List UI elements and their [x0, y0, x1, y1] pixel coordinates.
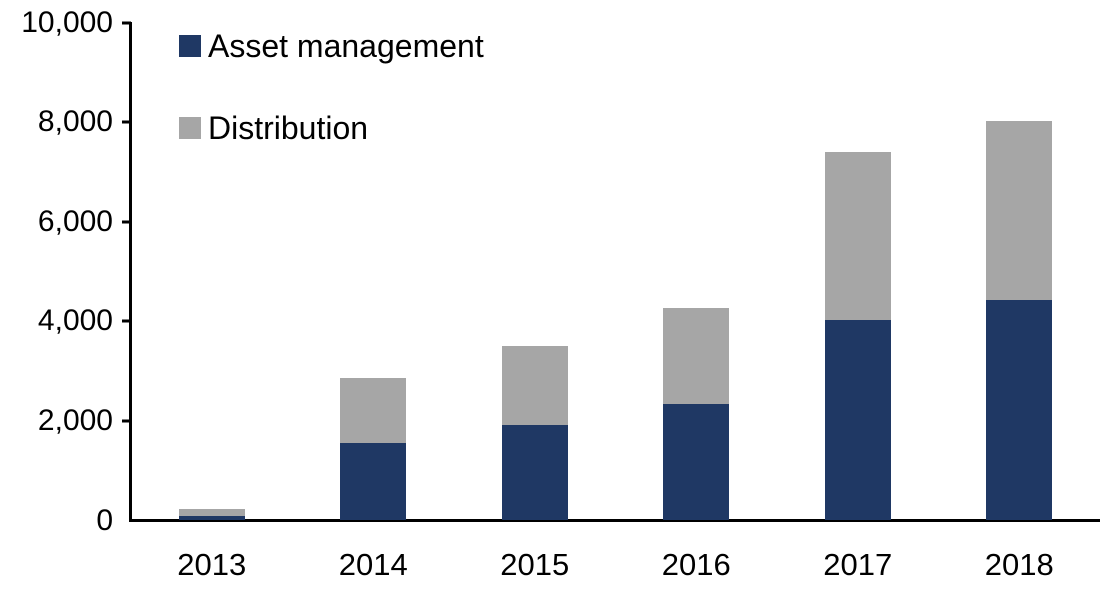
bar-2017-distribution [824, 151, 891, 320]
y-tick-mark [122, 419, 131, 423]
y-tick-mark [122, 120, 131, 124]
y-tick-mark [122, 319, 131, 323]
asset-management-swatch-icon [179, 35, 201, 57]
y-tick-label: 10,000 [21, 5, 113, 39]
bar-2014-distribution [340, 377, 407, 443]
legend-label: Asset management [208, 28, 484, 64]
y-axis-line [129, 22, 132, 521]
bar-2017-asset-management [824, 319, 891, 521]
bar-2014-asset-management [340, 442, 407, 521]
bar-2013-asset-management [178, 515, 245, 521]
bar-2015-distribution [501, 346, 568, 425]
y-tick-mark [122, 220, 131, 224]
legend-item-distribution: Distribution [179, 112, 368, 144]
y-tick-label: 8,000 [37, 105, 113, 139]
bar-2013-distribution [178, 509, 245, 516]
bar-2018-asset-management [986, 299, 1053, 521]
y-tick-label: 2,000 [37, 403, 113, 437]
bar-2016-distribution [663, 308, 730, 405]
bar-2016-asset-management [663, 404, 730, 521]
bar-2015-asset-management [501, 424, 568, 521]
legend-item-asset-management: Asset management [179, 30, 484, 62]
x-tick-label-2017: 2017 [823, 547, 893, 582]
x-tick-label-2018: 2018 [984, 547, 1054, 582]
x-tick-label-2013: 2013 [177, 547, 247, 582]
legend-label: Distribution [208, 110, 369, 146]
x-tick-label-2015: 2015 [500, 547, 570, 582]
x-axis-line [129, 519, 1100, 522]
x-tick-label-2016: 2016 [661, 547, 731, 582]
y-tick-label: 6,000 [37, 204, 113, 238]
y-tick-label: 0 [96, 503, 113, 537]
bar-2018-distribution [986, 121, 1053, 300]
y-tick-mark [122, 21, 131, 24]
x-tick-label-2014: 2014 [338, 547, 408, 582]
distribution-swatch-icon [179, 117, 201, 139]
y-tick-label: 4,000 [37, 304, 113, 338]
